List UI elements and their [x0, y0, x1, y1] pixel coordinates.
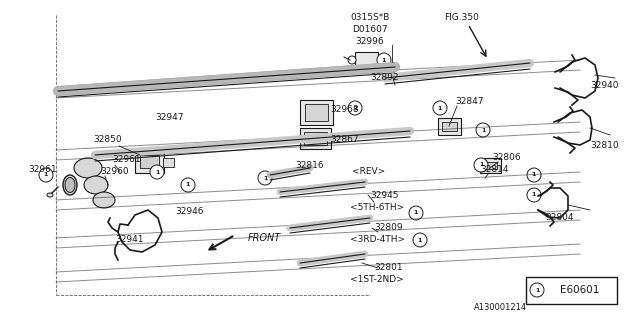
- FancyBboxPatch shape: [305, 103, 328, 121]
- Text: A130001214: A130001214: [474, 303, 527, 313]
- Text: 32850: 32850: [93, 135, 122, 145]
- FancyBboxPatch shape: [479, 157, 500, 172]
- Text: 32996: 32996: [356, 37, 384, 46]
- Ellipse shape: [63, 175, 77, 195]
- Ellipse shape: [65, 178, 75, 193]
- Circle shape: [258, 171, 272, 185]
- Circle shape: [474, 158, 488, 172]
- Circle shape: [181, 178, 195, 192]
- Ellipse shape: [74, 158, 102, 178]
- Text: 1: 1: [535, 287, 539, 292]
- Text: 32961: 32961: [112, 156, 141, 164]
- FancyBboxPatch shape: [140, 155, 159, 167]
- Text: 0315S*B: 0315S*B: [350, 13, 390, 22]
- Text: 1: 1: [532, 172, 536, 178]
- Text: 32810: 32810: [590, 140, 619, 149]
- Circle shape: [527, 188, 541, 202]
- FancyBboxPatch shape: [355, 52, 378, 68]
- Text: <REV>: <REV>: [352, 167, 385, 177]
- Circle shape: [348, 56, 356, 64]
- Circle shape: [530, 283, 544, 297]
- Text: 1: 1: [263, 175, 267, 180]
- Circle shape: [39, 168, 53, 182]
- Circle shape: [409, 206, 423, 220]
- Text: FIG.350: FIG.350: [445, 13, 479, 22]
- Circle shape: [150, 165, 164, 179]
- Text: 32892: 32892: [371, 74, 399, 83]
- Text: 32940: 32940: [590, 81, 618, 90]
- FancyBboxPatch shape: [442, 122, 456, 131]
- Text: 32809: 32809: [374, 223, 403, 233]
- Text: 1: 1: [44, 172, 48, 178]
- Ellipse shape: [47, 193, 53, 197]
- Text: E60601: E60601: [560, 285, 600, 295]
- Text: 32946: 32946: [175, 207, 204, 217]
- Ellipse shape: [84, 176, 108, 194]
- FancyBboxPatch shape: [134, 149, 163, 172]
- Text: 32945: 32945: [370, 190, 399, 199]
- FancyBboxPatch shape: [525, 276, 616, 303]
- Text: 32968: 32968: [330, 106, 358, 115]
- Text: 32804: 32804: [545, 213, 573, 222]
- Circle shape: [377, 53, 391, 67]
- FancyBboxPatch shape: [300, 100, 333, 124]
- Text: 1: 1: [155, 170, 159, 174]
- Text: <3RD-4TH>: <3RD-4TH>: [350, 236, 405, 244]
- Text: FRONT: FRONT: [248, 233, 281, 243]
- Text: 1: 1: [532, 193, 536, 197]
- FancyBboxPatch shape: [300, 127, 330, 148]
- Ellipse shape: [93, 192, 115, 208]
- Text: 1: 1: [382, 58, 386, 62]
- Text: 32947: 32947: [156, 114, 184, 123]
- Text: D01607: D01607: [352, 26, 388, 35]
- Text: 1: 1: [418, 237, 422, 243]
- Circle shape: [413, 233, 427, 247]
- FancyBboxPatch shape: [163, 157, 173, 166]
- Circle shape: [527, 168, 541, 182]
- Text: 1: 1: [438, 106, 442, 110]
- FancyBboxPatch shape: [303, 132, 326, 145]
- FancyBboxPatch shape: [483, 162, 497, 169]
- Text: 32814: 32814: [480, 165, 509, 174]
- Text: 32816: 32816: [295, 161, 324, 170]
- Text: 32961: 32961: [28, 165, 56, 174]
- Circle shape: [433, 101, 447, 115]
- Circle shape: [348, 101, 362, 115]
- Text: 32806: 32806: [492, 154, 520, 163]
- FancyBboxPatch shape: [438, 117, 461, 134]
- Text: 1: 1: [479, 163, 483, 167]
- Text: 32867: 32867: [330, 135, 358, 145]
- Circle shape: [476, 123, 490, 137]
- Text: 32960: 32960: [100, 167, 129, 177]
- Text: 1: 1: [414, 211, 418, 215]
- Text: 1: 1: [353, 106, 357, 110]
- Text: 1: 1: [481, 127, 485, 132]
- Text: <1ST-2ND>: <1ST-2ND>: [350, 276, 404, 284]
- Text: 32847: 32847: [455, 98, 483, 107]
- Text: 32801: 32801: [374, 263, 403, 273]
- Text: 32941: 32941: [115, 236, 143, 244]
- Text: 1: 1: [186, 182, 190, 188]
- Text: <5TH-6TH>: <5TH-6TH>: [350, 203, 404, 212]
